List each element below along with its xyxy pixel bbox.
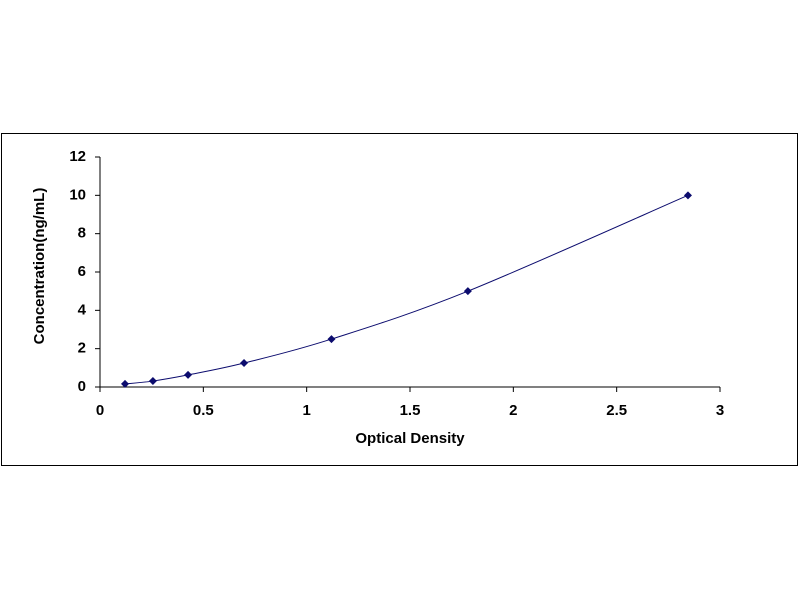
data-point: [463, 287, 472, 296]
x-tick-label: 1.5: [400, 402, 421, 419]
x-tick-label: 2: [509, 402, 517, 419]
x-tick-label: 1: [302, 402, 310, 419]
x-tick-label: 2.5: [606, 402, 627, 419]
data-point: [683, 191, 692, 200]
fit-curve: [124, 194, 689, 385]
y-tick-label: 12: [69, 148, 86, 165]
x-axis-label: Optical Density: [355, 430, 465, 447]
y-tick-label: 10: [69, 186, 86, 203]
y-tick-label: 0: [78, 378, 86, 395]
data-point: [327, 335, 336, 344]
data-point: [184, 370, 193, 379]
data-point: [148, 377, 157, 386]
x-tick-label: 0: [96, 402, 104, 419]
y-tick-label: 8: [78, 225, 86, 242]
y-tick-label: 6: [78, 263, 86, 280]
y-tick-label: 2: [78, 340, 86, 357]
chart-frame: [1, 133, 798, 466]
y-tick-label: 4: [78, 301, 87, 318]
data-point: [121, 379, 130, 388]
x-tick-label: 0.5: [193, 402, 214, 419]
y-axis-label: Concentration(ng/mL): [31, 188, 48, 345]
data-point: [240, 359, 249, 368]
x-tick-label: 3: [716, 402, 724, 419]
